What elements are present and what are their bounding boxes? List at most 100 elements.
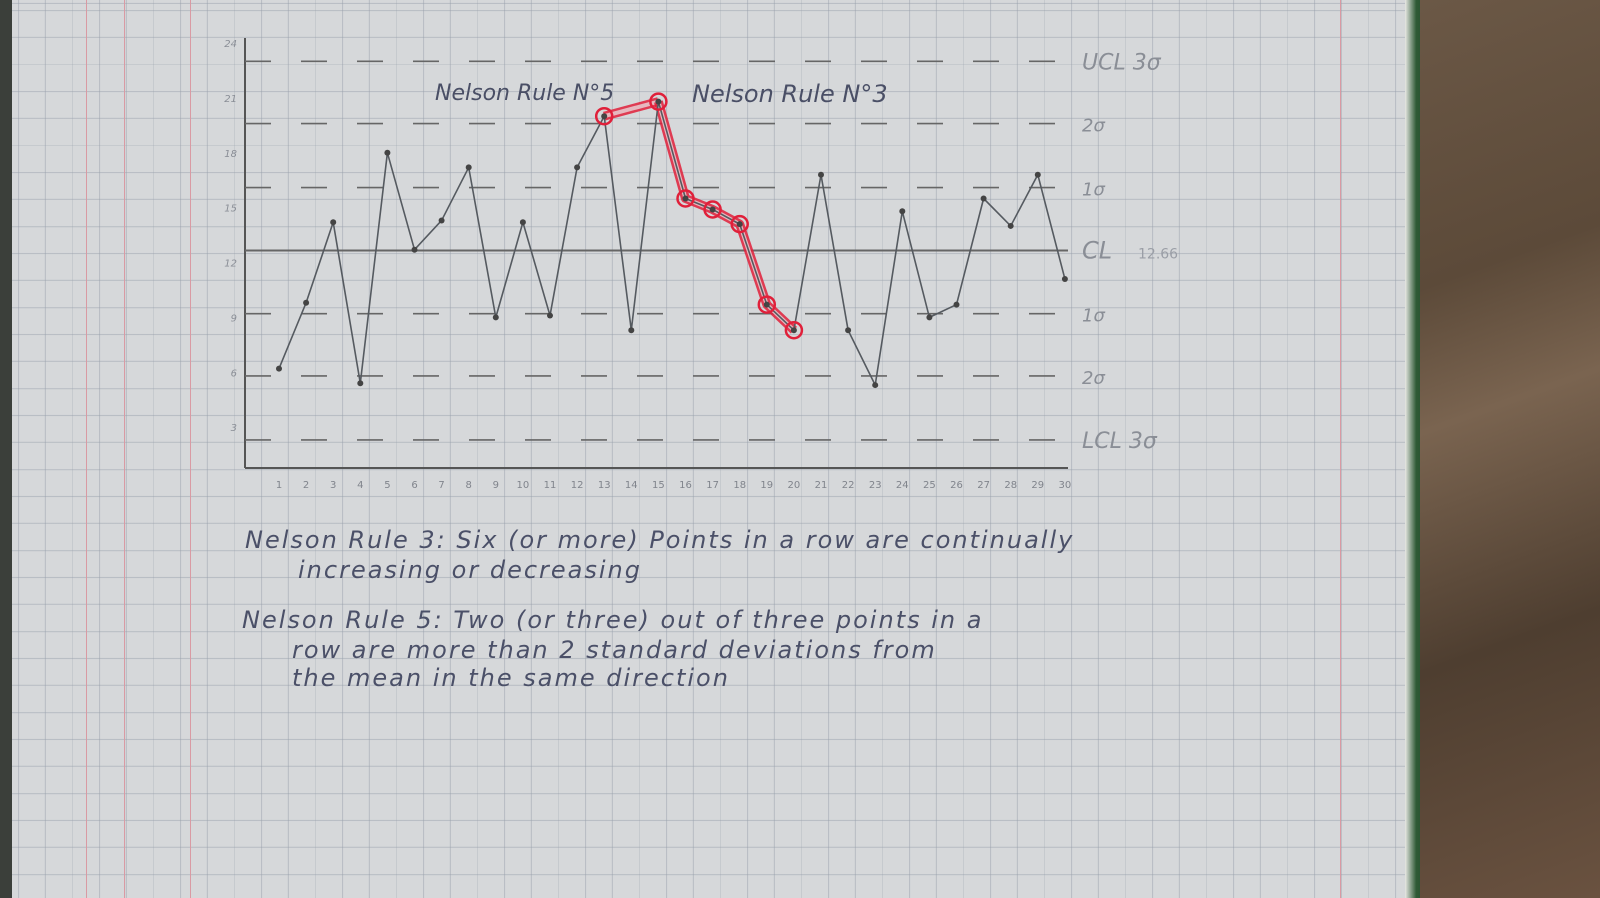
data-point bbox=[384, 149, 391, 156]
x-tick-label: 15 bbox=[652, 480, 665, 491]
data-point bbox=[628, 327, 635, 334]
x-tick-label: 13 bbox=[598, 480, 611, 491]
highlight-circle bbox=[730, 214, 749, 234]
x-tick-label: 25 bbox=[923, 480, 936, 491]
control-line-label: 2σ bbox=[1082, 368, 1105, 389]
data-point bbox=[872, 382, 879, 389]
control-line-label: CL bbox=[1082, 236, 1112, 264]
data-point bbox=[438, 217, 445, 224]
data-point bbox=[926, 314, 933, 321]
data-point bbox=[655, 98, 662, 105]
data-point bbox=[736, 221, 743, 228]
x-tick-label: 9 bbox=[493, 480, 499, 491]
data-point bbox=[953, 301, 960, 308]
x-tick-label: 2 bbox=[303, 480, 309, 491]
highlight-circle bbox=[594, 106, 614, 126]
y-tick-label: 18 bbox=[224, 149, 237, 160]
margin-line bbox=[86, 0, 87, 898]
x-tick-label: 5 bbox=[384, 480, 390, 491]
x-tick-label: 6 bbox=[411, 480, 417, 491]
background-edge bbox=[0, 0, 14, 898]
data-point bbox=[547, 312, 553, 319]
x-tick-label: 4 bbox=[357, 480, 363, 491]
data-point bbox=[492, 314, 499, 321]
y-tick-label: 12 bbox=[224, 259, 237, 270]
data-point bbox=[574, 164, 581, 171]
y-tick-label: 21 bbox=[224, 94, 237, 105]
data-point bbox=[899, 208, 906, 215]
data-point bbox=[818, 171, 824, 178]
control-line-label: LCL 3σ bbox=[1082, 429, 1158, 454]
margin-line bbox=[124, 0, 125, 898]
x-tick-label: 30 bbox=[1059, 480, 1072, 491]
data-point bbox=[1007, 222, 1014, 229]
rule3-note-line1: Nelson Rule 3: Six (or more) Points in a… bbox=[245, 526, 1075, 554]
control-line-value: 12.66 bbox=[1138, 246, 1178, 262]
data-point bbox=[980, 195, 987, 202]
x-tick-label: 7 bbox=[438, 480, 444, 491]
y-tick-label: 6 bbox=[231, 368, 237, 379]
x-tick-label: 26 bbox=[950, 480, 963, 491]
data-point bbox=[465, 164, 472, 171]
y-tick-label: 3 bbox=[231, 423, 237, 434]
highlight-circle bbox=[784, 320, 804, 340]
series-line bbox=[278, 101, 1066, 388]
x-tick-label: 12 bbox=[571, 480, 584, 491]
y-tick-label: 24 bbox=[224, 39, 237, 50]
control-line-label: 2σ bbox=[1082, 116, 1105, 137]
data-point bbox=[411, 246, 418, 253]
highlight-circle bbox=[703, 200, 722, 219]
x-tick-label: 22 bbox=[842, 480, 855, 491]
annotation-rule3: Nelson Rule N°3 bbox=[692, 80, 888, 108]
data-point bbox=[763, 301, 770, 308]
x-tick-label: 17 bbox=[706, 480, 719, 491]
x-tick-label: 1 bbox=[276, 480, 282, 491]
control-line-label: 1σ bbox=[1082, 180, 1105, 201]
highlight-circle bbox=[676, 189, 695, 208]
highlight-circle bbox=[649, 92, 668, 111]
data-point bbox=[519, 219, 526, 226]
margin-line bbox=[190, 0, 191, 898]
data-point bbox=[276, 365, 282, 372]
x-tick-label: 18 bbox=[733, 480, 746, 491]
x-tick-label: 20 bbox=[788, 480, 801, 491]
y-tick-label: 9 bbox=[231, 313, 237, 324]
x-tick-label: 8 bbox=[466, 480, 472, 491]
rule5-note-line2: row are more than 2 standard deviations … bbox=[292, 636, 937, 664]
data-point bbox=[845, 327, 852, 334]
data-point bbox=[601, 113, 608, 120]
data-point bbox=[1061, 275, 1068, 282]
highlight-circle bbox=[757, 295, 777, 314]
x-tick-label: 21 bbox=[815, 480, 828, 491]
wooden-table bbox=[1420, 0, 1600, 898]
control-line-label: UCL 3σ bbox=[1082, 50, 1162, 75]
x-tick-label: 10 bbox=[517, 480, 530, 491]
data-point bbox=[303, 299, 310, 306]
data-point bbox=[1034, 171, 1041, 178]
data-point bbox=[682, 195, 689, 202]
x-tick-label: 3 bbox=[330, 480, 336, 491]
x-tick-label: 16 bbox=[679, 480, 692, 491]
x-tick-label: 28 bbox=[1004, 480, 1017, 491]
x-tick-label: 14 bbox=[625, 480, 638, 491]
highlight-band-inner bbox=[656, 101, 796, 332]
control-line-label: 1σ bbox=[1082, 306, 1105, 327]
rule3-note-line2: increasing or decreasing bbox=[298, 556, 642, 584]
annotation-rule5: Nelson Rule N°5 bbox=[435, 81, 614, 106]
x-tick-label: 11 bbox=[544, 480, 557, 491]
y-tick-label: 15 bbox=[224, 204, 237, 215]
x-tick-label: 27 bbox=[977, 480, 990, 491]
data-point bbox=[330, 219, 337, 226]
data-point bbox=[709, 206, 716, 213]
rule5-note-line3: the mean in the same direction bbox=[292, 664, 730, 692]
x-tick-label: 19 bbox=[760, 480, 773, 491]
rule5-note-line1: Nelson Rule 5: Two (or three) out of thr… bbox=[242, 606, 984, 634]
x-tick-label: 29 bbox=[1031, 480, 1044, 491]
data-point bbox=[790, 327, 797, 334]
highlight-band-inner bbox=[603, 99, 659, 119]
data-point bbox=[357, 380, 364, 387]
margin-line bbox=[1340, 0, 1341, 898]
x-tick-label: 24 bbox=[896, 480, 909, 491]
x-tick-label: 23 bbox=[869, 480, 882, 491]
